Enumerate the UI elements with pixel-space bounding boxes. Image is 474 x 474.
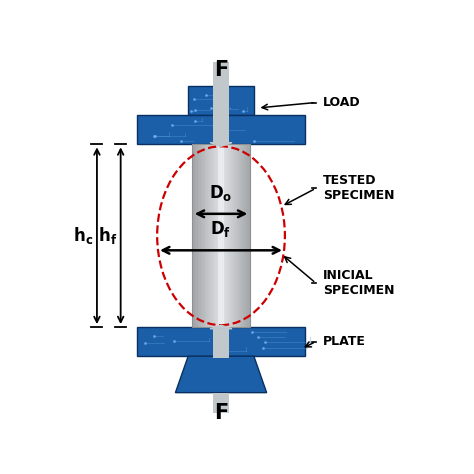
Bar bbox=[213, 329, 229, 358]
Bar bbox=[214, 145, 216, 327]
Text: $\mathbf{D_f}$: $\mathbf{D_f}$ bbox=[210, 219, 232, 239]
Bar bbox=[203, 145, 205, 327]
Bar bbox=[241, 145, 243, 327]
Text: $\mathbf{h_c}$: $\mathbf{h_c}$ bbox=[73, 225, 93, 246]
Bar bbox=[222, 145, 224, 327]
Bar bbox=[212, 145, 214, 327]
Text: F: F bbox=[214, 403, 228, 423]
Bar bbox=[195, 145, 197, 327]
Bar bbox=[213, 63, 229, 86]
Bar bbox=[201, 145, 202, 327]
Text: $\mathbf{h_f}$: $\mathbf{h_f}$ bbox=[98, 225, 117, 246]
Bar bbox=[193, 145, 195, 327]
Bar bbox=[236, 145, 237, 327]
Bar bbox=[221, 145, 223, 327]
Bar bbox=[243, 145, 245, 327]
Text: LOAD: LOAD bbox=[323, 96, 361, 109]
Bar bbox=[224, 145, 226, 327]
Bar bbox=[218, 145, 224, 327]
Bar bbox=[218, 145, 220, 327]
Bar bbox=[240, 145, 242, 327]
Bar bbox=[210, 145, 211, 327]
Bar bbox=[245, 145, 246, 327]
Bar bbox=[219, 145, 221, 327]
Bar bbox=[233, 145, 235, 327]
Bar bbox=[246, 145, 248, 327]
Bar bbox=[137, 327, 305, 356]
Text: TESTED
SPECIMEN: TESTED SPECIMEN bbox=[323, 174, 395, 202]
Bar bbox=[137, 115, 305, 145]
Bar bbox=[199, 145, 201, 327]
Bar bbox=[202, 145, 204, 327]
Bar bbox=[217, 145, 219, 327]
Text: INICIAL
SPECIMEN: INICIAL SPECIMEN bbox=[323, 269, 395, 297]
Text: F: F bbox=[214, 60, 228, 80]
Bar bbox=[206, 145, 208, 327]
Bar bbox=[192, 145, 250, 327]
Bar bbox=[208, 145, 210, 327]
Bar bbox=[196, 145, 198, 327]
Polygon shape bbox=[175, 356, 267, 392]
Bar bbox=[227, 145, 228, 327]
Bar bbox=[198, 145, 200, 327]
Bar bbox=[228, 145, 230, 327]
Bar bbox=[192, 145, 194, 327]
Bar bbox=[238, 145, 240, 327]
Text: $\mathbf{D_o}$: $\mathbf{D_o}$ bbox=[210, 183, 233, 203]
Polygon shape bbox=[210, 325, 232, 329]
Bar bbox=[231, 145, 233, 327]
Polygon shape bbox=[210, 143, 232, 146]
Bar bbox=[226, 145, 227, 327]
Bar bbox=[188, 86, 254, 115]
Bar bbox=[205, 145, 207, 327]
Bar bbox=[213, 82, 229, 143]
Bar bbox=[213, 392, 229, 413]
Bar bbox=[247, 145, 249, 327]
Text: PLATE: PLATE bbox=[323, 335, 366, 348]
Bar bbox=[215, 145, 217, 327]
Bar bbox=[249, 145, 251, 327]
Bar bbox=[211, 145, 213, 327]
Bar bbox=[230, 145, 232, 327]
Bar bbox=[237, 145, 239, 327]
Bar bbox=[234, 145, 236, 327]
